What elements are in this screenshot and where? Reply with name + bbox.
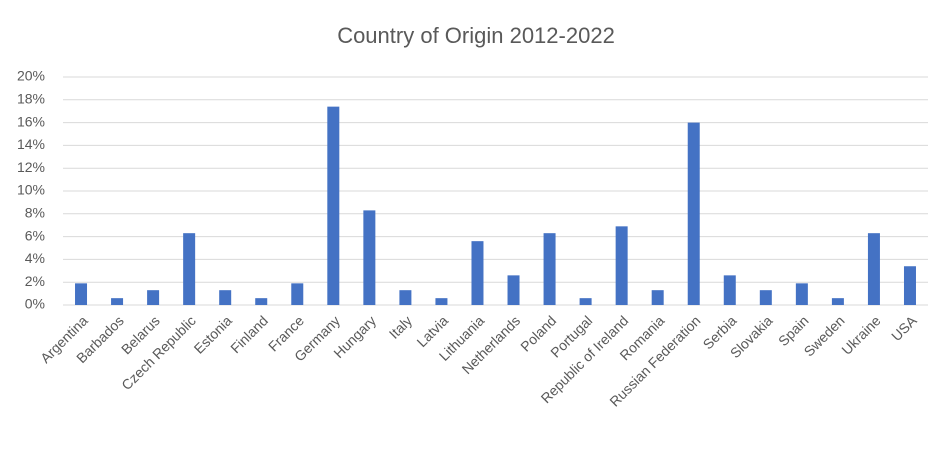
bar [543, 233, 556, 305]
bar [183, 233, 196, 305]
bar [435, 298, 448, 305]
bar [111, 298, 124, 305]
bar [831, 298, 844, 305]
bar [399, 290, 412, 305]
bar [579, 298, 592, 305]
bar [291, 283, 304, 305]
bar [471, 241, 484, 305]
y-tick-label: 6% [25, 227, 45, 243]
y-tick-label: 2% [25, 273, 45, 289]
bar [327, 106, 340, 305]
bar [507, 275, 520, 305]
bar [363, 210, 376, 305]
y-tick-label: 14% [17, 136, 45, 152]
y-tick-label: 20% [17, 68, 45, 84]
bar [759, 290, 772, 305]
bar [723, 275, 736, 305]
y-tick-label: 16% [17, 113, 45, 129]
chart-title: Country of Origin 2012-2022 [337, 23, 615, 48]
bar [651, 290, 664, 305]
bar [219, 290, 232, 305]
y-tick-label: 8% [25, 205, 45, 221]
bar [795, 283, 808, 305]
bar [75, 283, 88, 305]
y-tick-label: 4% [25, 250, 45, 266]
bar [255, 298, 268, 305]
y-tick-label: 0% [25, 296, 45, 312]
y-tick-label: 18% [17, 91, 45, 107]
bar [687, 122, 700, 305]
y-tick-label: 10% [17, 182, 45, 198]
bar [615, 226, 628, 305]
bar [903, 266, 916, 305]
y-tick-label: 12% [17, 159, 45, 175]
bar [147, 290, 160, 305]
bar [867, 233, 880, 305]
